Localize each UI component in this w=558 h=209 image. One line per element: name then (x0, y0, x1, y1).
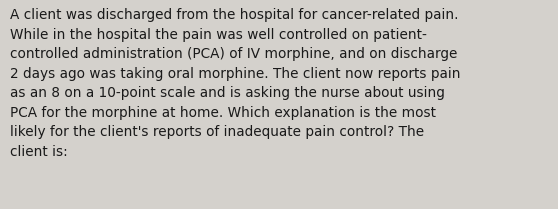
Text: A client was discharged from the hospital for cancer-related pain.
While in the : A client was discharged from the hospita… (10, 8, 460, 159)
